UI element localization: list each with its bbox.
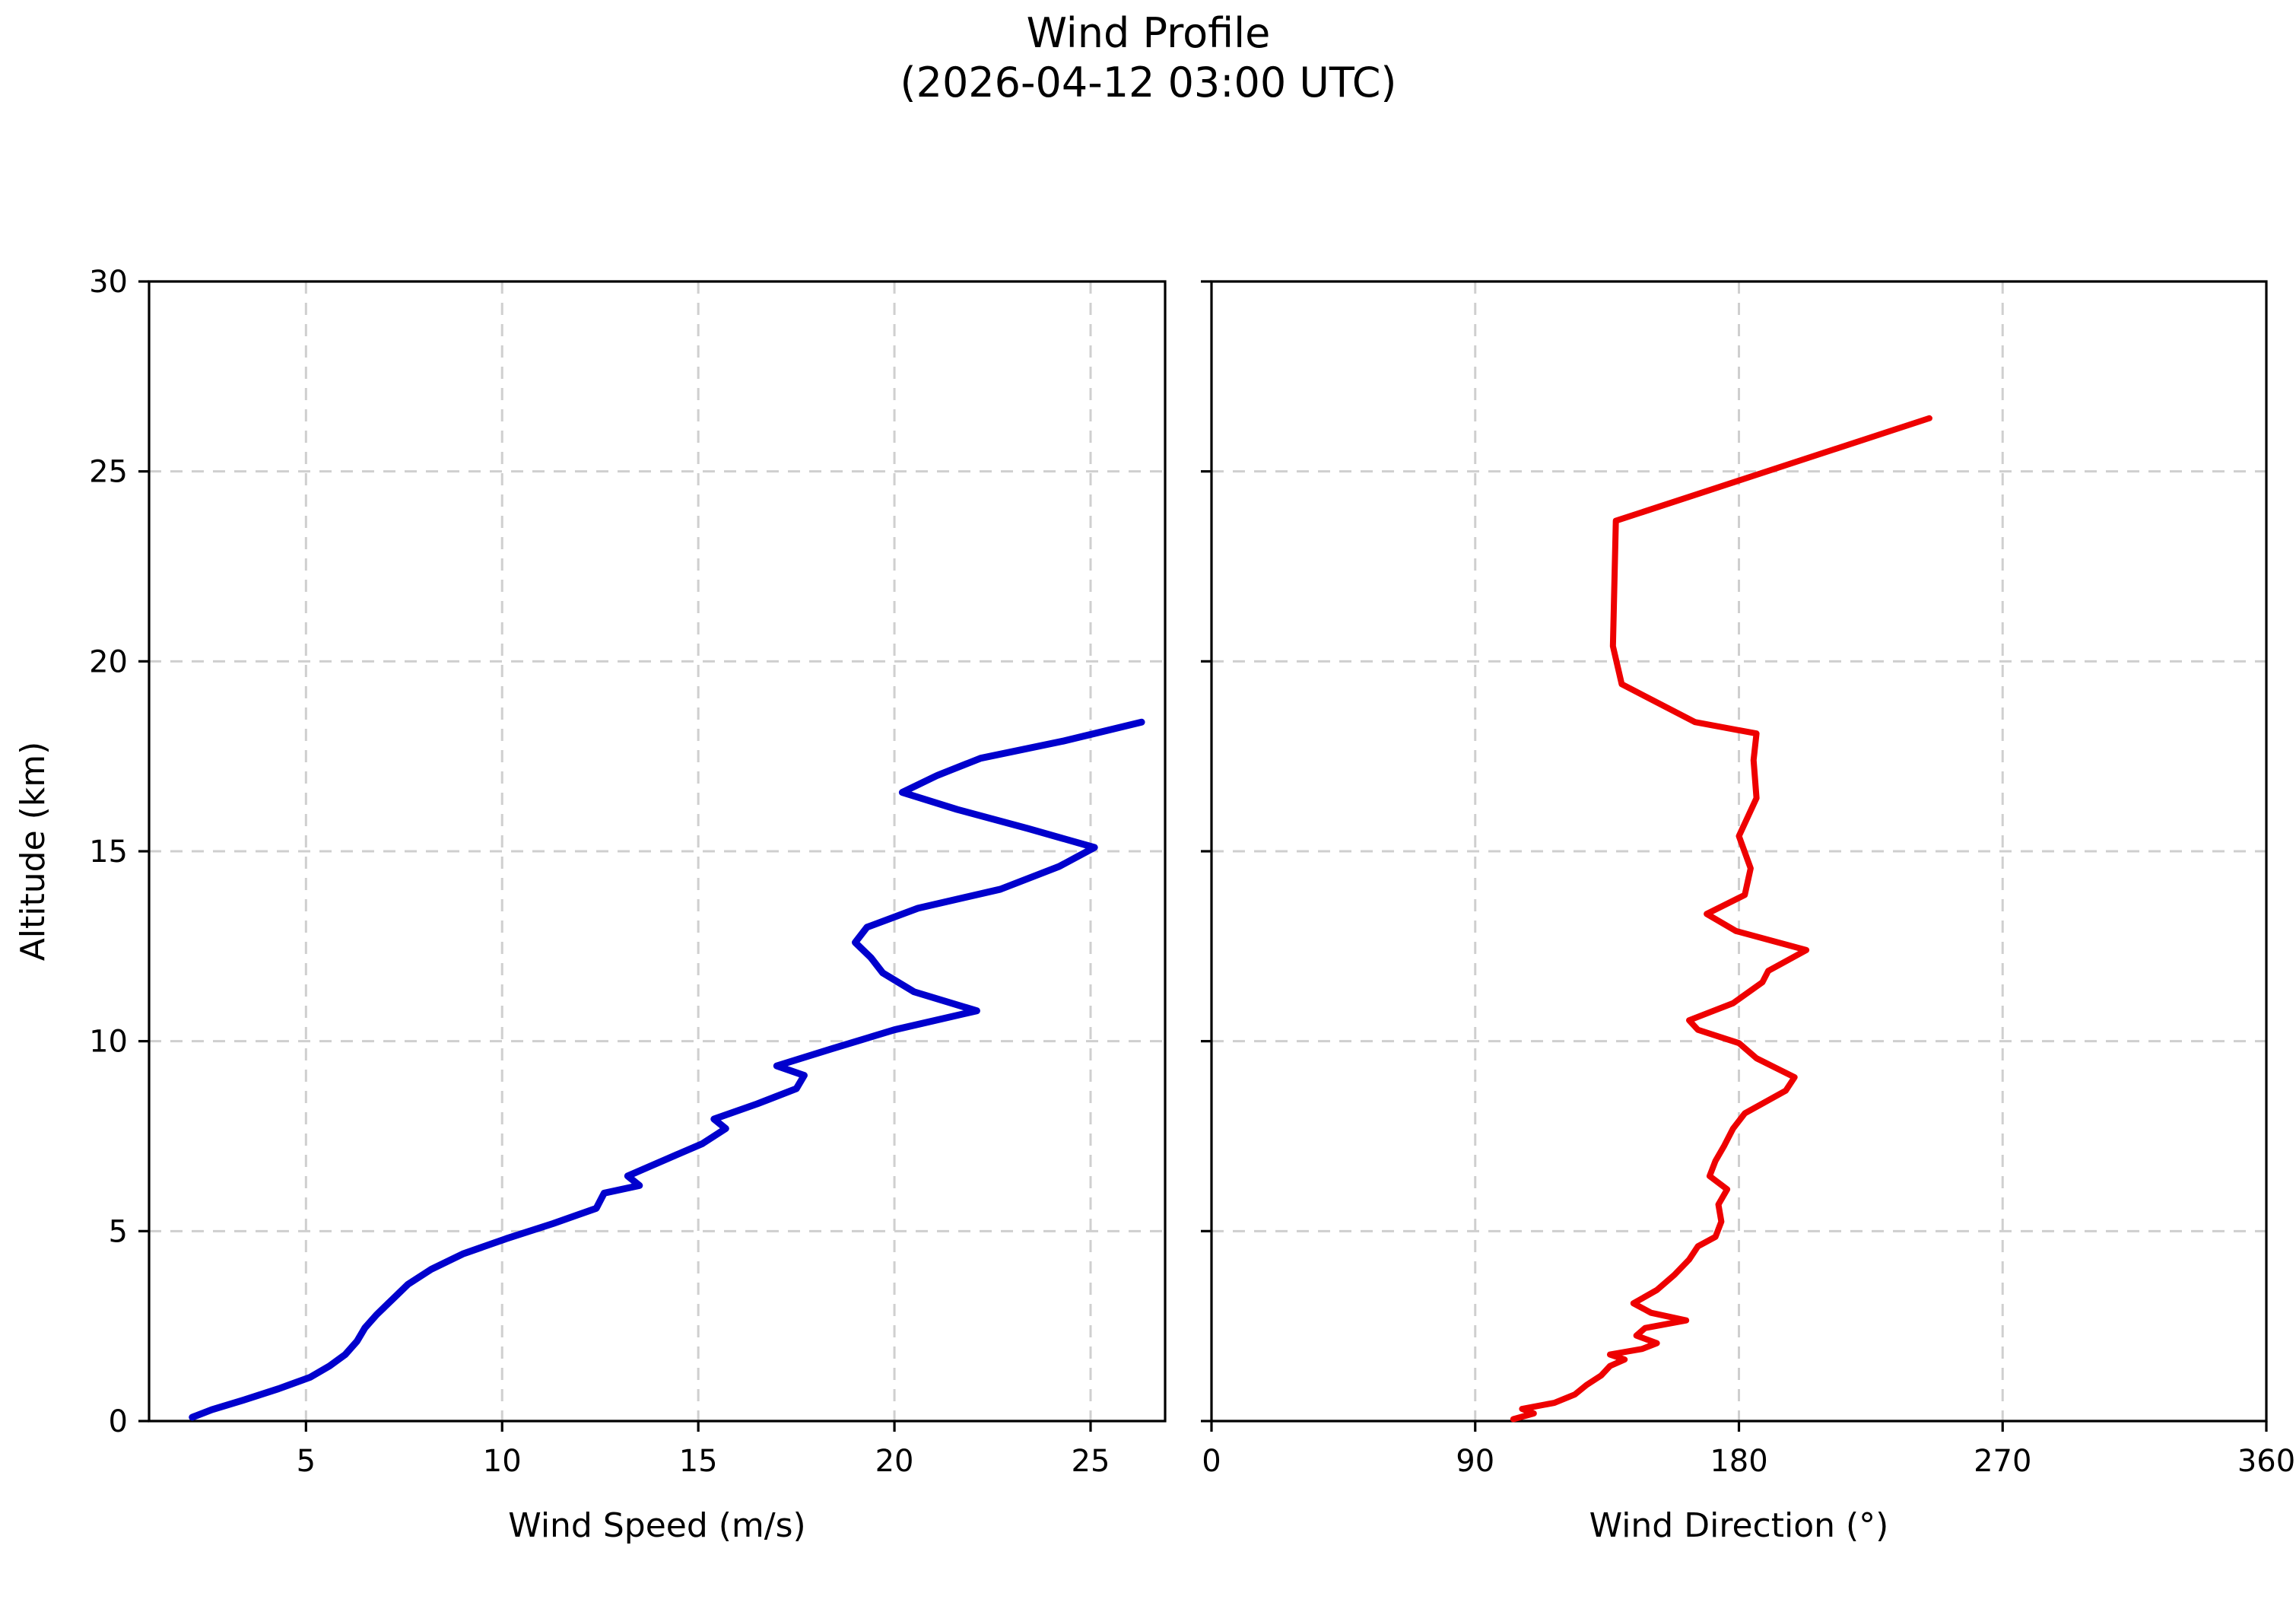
xtick-label: 25 [1072, 1444, 1110, 1479]
ytick-label: 30 [89, 265, 128, 300]
figure-title-line1: Wind Profile [1027, 9, 1271, 57]
x-axis-label: Wind Speed (m/s) [508, 1506, 805, 1545]
xtick-label: 360 [2237, 1444, 2295, 1479]
xtick-label: 10 [483, 1444, 522, 1479]
wind-direction-panel: 0 90 180 270 360 Wind Direction (°) [1201, 280, 2295, 1545]
x-axis-label: Wind Direction (°) [1589, 1506, 1889, 1545]
xtick-label: 20 [875, 1444, 914, 1479]
ytick-label: 0 [109, 1404, 128, 1439]
y-axis-label: Altitude (km) [14, 742, 52, 962]
figure-title-line2: (2026-04-12 03:00 UTC) [900, 59, 1397, 107]
xtick-label: 90 [1456, 1444, 1494, 1479]
ytick-label: 5 [109, 1214, 128, 1249]
wind-direction-line [1510, 415, 1932, 1423]
xtick-label: 180 [1710, 1444, 1767, 1479]
ytick-label: 10 [89, 1025, 128, 1060]
xtick-label: 0 [1202, 1444, 1221, 1479]
xtick-label: 5 [297, 1444, 316, 1479]
ytick-label: 20 [89, 644, 128, 679]
wind-speed-line [189, 718, 1145, 1421]
ytick-label: 25 [89, 455, 128, 490]
xtick-label: 270 [1974, 1444, 2031, 1479]
ytick-label: 15 [89, 835, 128, 870]
xtick-label: 15 [679, 1444, 718, 1479]
wind-speed-panel: 5 10 15 20 25 0 5 10 15 20 25 30 Wind Speed (m/s) Alt… [14, 265, 1167, 1545]
